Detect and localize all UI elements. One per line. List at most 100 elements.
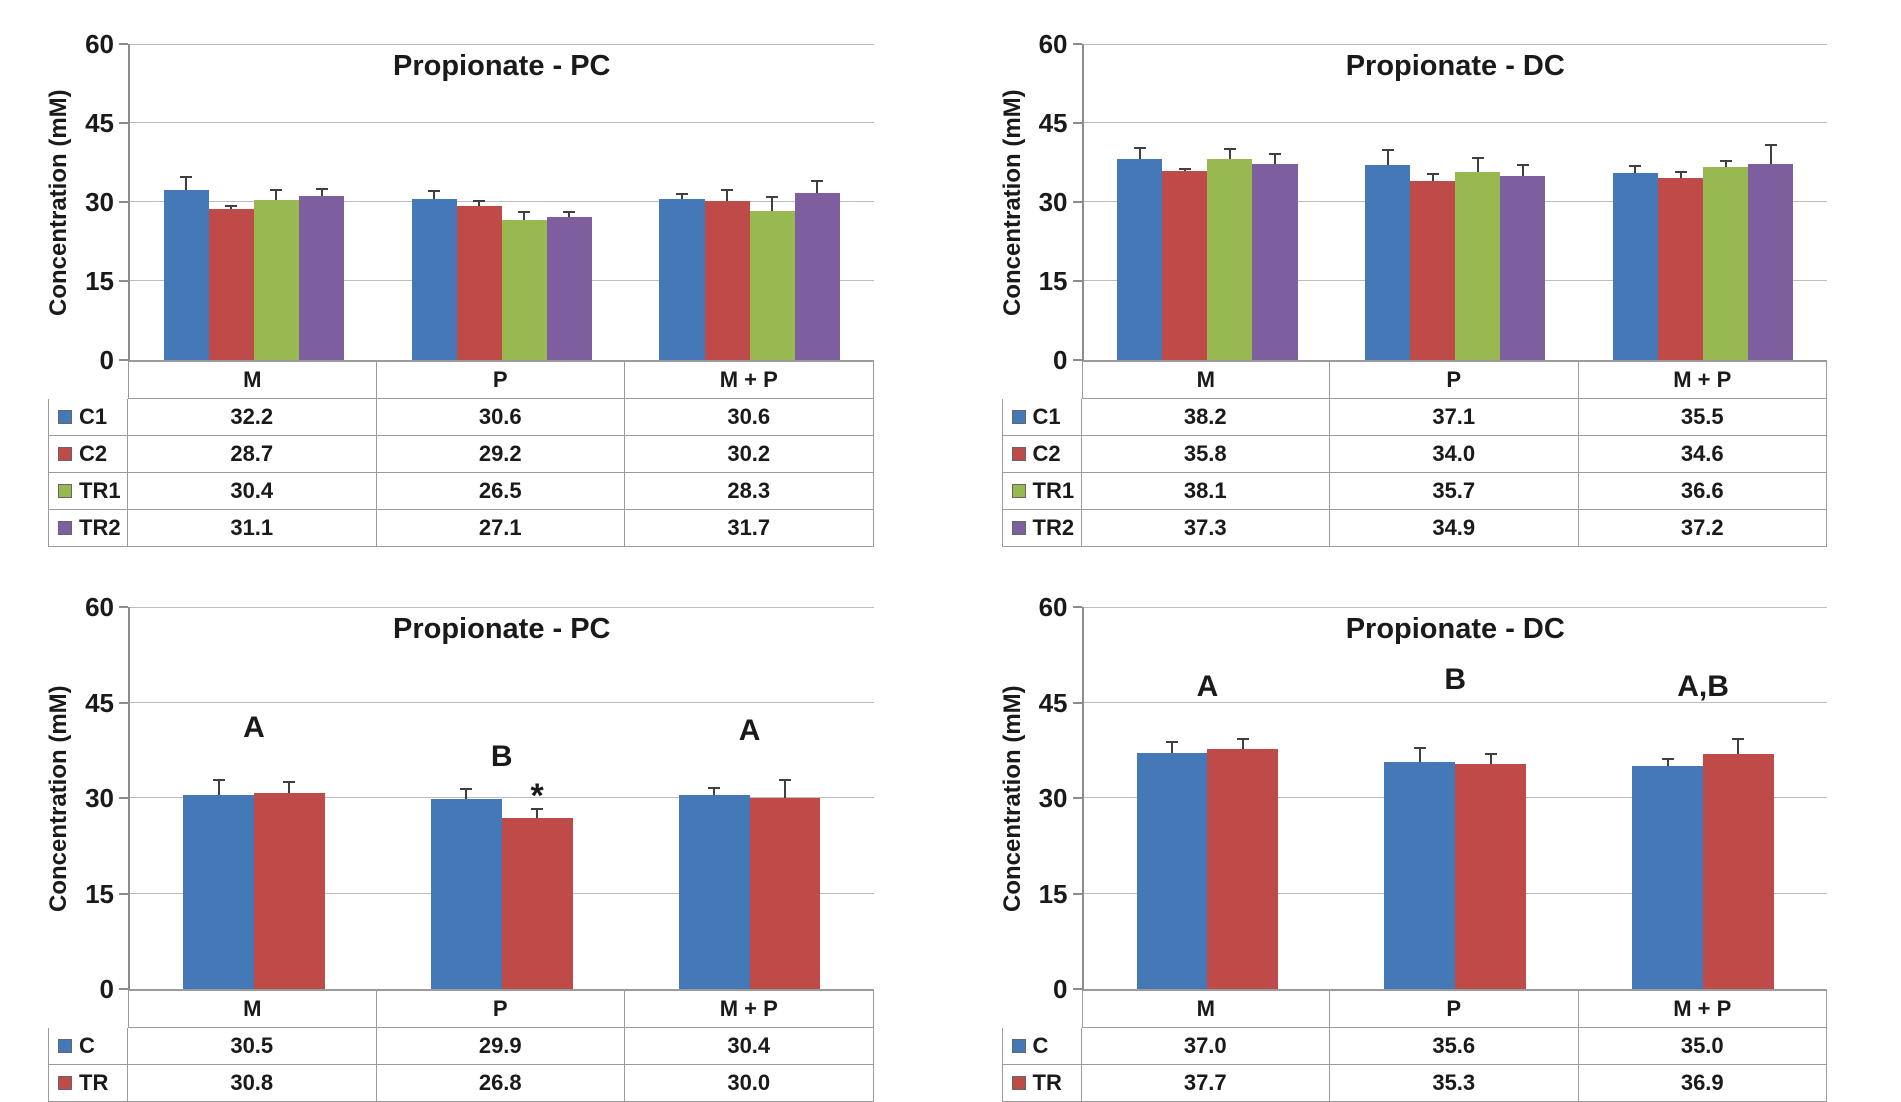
bar-C2-M bbox=[1162, 171, 1208, 360]
error-bar bbox=[563, 210, 576, 218]
category-header-cell: M bbox=[1081, 362, 1330, 399]
error-bar-cap bbox=[1661, 757, 1674, 760]
y-tick-mark bbox=[1072, 606, 1082, 608]
significance-label: B bbox=[490, 739, 513, 773]
chart-title: Propionate - PC bbox=[392, 50, 611, 82]
gridline bbox=[130, 701, 874, 703]
error-bar-line bbox=[1489, 753, 1492, 765]
error-bar-cap bbox=[270, 189, 283, 192]
series-color-swatch bbox=[58, 410, 72, 424]
error-bar-cap bbox=[778, 778, 791, 781]
plot-row: Concentration (mM) 0 15 30 45 60 Propionate … bbox=[999, 594, 1827, 1002]
bar-TR-P bbox=[501, 818, 573, 989]
error-bar-line bbox=[1386, 149, 1389, 165]
error-bar-cap bbox=[180, 175, 193, 178]
series-name-label: TR2 bbox=[79, 515, 121, 540]
error-bar-line bbox=[568, 210, 571, 218]
significance-label: A bbox=[243, 710, 265, 744]
significance-label: A,B bbox=[1677, 669, 1729, 703]
value-cell: 30.4 bbox=[625, 1028, 874, 1065]
bar-chart-propionate-pc-2series: Concentration (mM) 0 15 30 45 60 Propionate … bbox=[45, 591, 898, 1102]
y-axis-gutter: Concentration (mM) 0 15 30 45 60 bbox=[999, 594, 1082, 1002]
bar-TR1-M + P bbox=[749, 210, 795, 360]
y-tick-mark bbox=[1072, 43, 1082, 45]
error-bar-line bbox=[1737, 737, 1740, 755]
error-bar-cap bbox=[811, 180, 824, 183]
error-bar-cap bbox=[766, 196, 779, 199]
y-tick-mark bbox=[1072, 988, 1082, 990]
bar-C-M bbox=[1136, 753, 1208, 989]
plot-row: Concentration (mM) 0 15 30 45 60 Propionate … bbox=[999, 31, 1827, 373]
error-bar-line bbox=[478, 199, 481, 207]
series-name-label: C1 bbox=[79, 404, 108, 429]
bar-TR1-P bbox=[1455, 171, 1501, 360]
error-bar-line bbox=[1634, 165, 1637, 174]
error-bar-line bbox=[1724, 159, 1727, 168]
series-name-label: C1 bbox=[1032, 404, 1061, 429]
bar-TR2-M bbox=[298, 196, 345, 360]
error-bar-cap bbox=[1413, 747, 1426, 750]
bar-C1-P bbox=[1365, 164, 1411, 360]
error-bar-line bbox=[1521, 164, 1524, 177]
series-name-label: TR2 bbox=[1032, 515, 1075, 540]
series-key-cell: C bbox=[1001, 1028, 1082, 1065]
bar-TR-M bbox=[253, 792, 325, 989]
series-name-label: C bbox=[79, 1033, 95, 1058]
error-bar bbox=[225, 204, 238, 209]
error-bar bbox=[721, 189, 734, 201]
series-color-swatch bbox=[1011, 484, 1026, 498]
error-bar-line bbox=[217, 778, 220, 795]
y-tick-mark bbox=[1072, 892, 1082, 895]
y-tick-mark bbox=[1072, 280, 1082, 282]
significance-label: B bbox=[1444, 663, 1467, 697]
error-bar-cap bbox=[531, 807, 544, 810]
value-cell: 30.2 bbox=[625, 436, 874, 473]
bar-C2-M + P bbox=[704, 200, 750, 360]
value-cell: 38.1 bbox=[1081, 473, 1330, 510]
error-bar-cap bbox=[1732, 737, 1745, 740]
category-header-cell: M + P bbox=[625, 991, 874, 1028]
category-header-cell: P bbox=[1330, 991, 1579, 1028]
plot-row: Concentration (mM) 0 15 30 45 60 Propionate … bbox=[45, 31, 874, 373]
y-tick-label: 0 bbox=[1053, 974, 1068, 1004]
value-cell: 30.6 bbox=[376, 399, 625, 436]
bar-TR-P bbox=[1455, 764, 1527, 989]
error-bar bbox=[180, 175, 193, 191]
series-color-swatch bbox=[1011, 410, 1026, 424]
bar-chart-propionate-dc-2series: Concentration (mM) 0 15 30 45 60 Propionate … bbox=[999, 591, 1852, 1102]
y-tick-mark bbox=[119, 280, 128, 282]
error-bar bbox=[212, 778, 225, 795]
error-bar bbox=[766, 196, 779, 211]
series-color-swatch bbox=[58, 521, 72, 535]
error-bar-line bbox=[320, 187, 323, 197]
error-bar-line bbox=[433, 190, 436, 199]
bar-TR-M + P bbox=[749, 798, 821, 989]
error-bar-cap bbox=[675, 192, 688, 195]
bar-C1-M bbox=[163, 190, 209, 360]
error-bar-line bbox=[783, 778, 786, 798]
value-cell: 28.7 bbox=[128, 436, 377, 473]
error-bar-cap bbox=[1269, 153, 1281, 156]
error-bar-cap bbox=[518, 210, 531, 213]
error-bar bbox=[1516, 164, 1529, 177]
error-bar bbox=[1674, 171, 1687, 178]
error-bar-cap bbox=[1764, 144, 1777, 147]
y-tick-mark bbox=[119, 797, 128, 799]
value-cell: 36.6 bbox=[1578, 473, 1827, 510]
error-bar-cap bbox=[1236, 737, 1249, 740]
bar-C2-M bbox=[208, 208, 254, 360]
series-name-label: TR1 bbox=[79, 478, 121, 503]
bar-C-P bbox=[430, 798, 502, 989]
value-cell: 29.9 bbox=[376, 1028, 625, 1065]
category-header-cell: M bbox=[128, 991, 377, 1028]
error-bar-line bbox=[1679, 171, 1682, 178]
value-cell: 30.4 bbox=[128, 473, 377, 510]
bar-TR2-M + P bbox=[1748, 164, 1794, 360]
error-bar-cap bbox=[1484, 753, 1497, 756]
series-color-swatch bbox=[58, 484, 72, 498]
series-key-cell: C1 bbox=[48, 399, 128, 436]
error-bar-line bbox=[523, 210, 526, 221]
bar-TR2-M + P bbox=[794, 193, 840, 360]
